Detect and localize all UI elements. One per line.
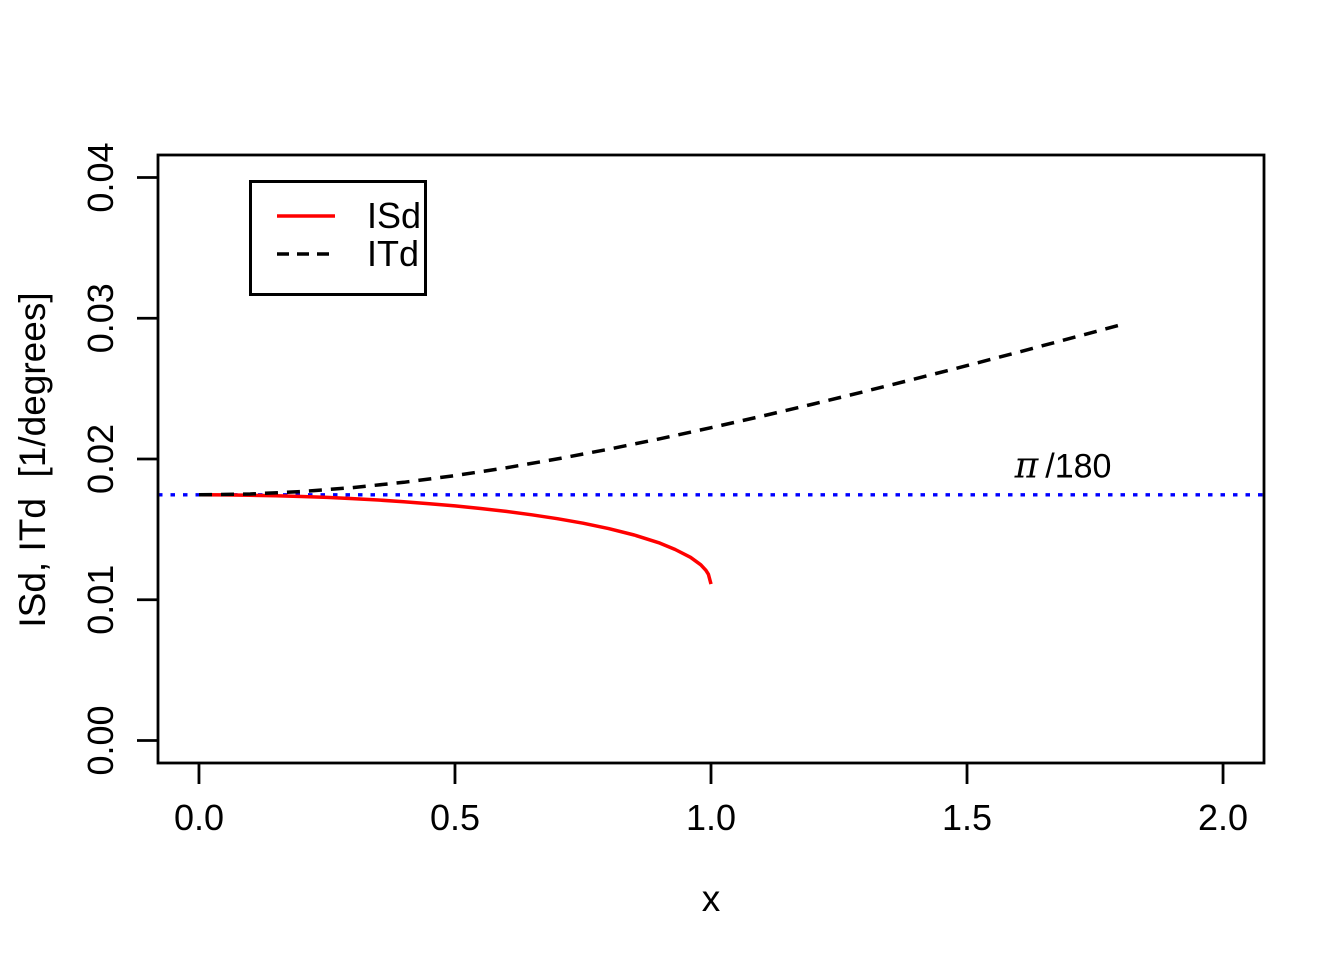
x-tick-label: 0.0 — [174, 797, 224, 838]
x-tick-label: 2.0 — [1198, 797, 1248, 838]
legend-line-sample-isd — [277, 214, 335, 218]
y-tick-label: 0.03 — [80, 283, 121, 353]
y-tick-label: 0.04 — [80, 142, 121, 212]
x-axis-title: x — [701, 878, 721, 919]
x-tick-label: 1.0 — [686, 797, 736, 838]
legend-label-itd: ITd — [367, 233, 420, 274]
legend-item-isd: ISd — [252, 197, 424, 235]
legend-label-isd: ISd — [367, 195, 422, 236]
x-tick-label: 0.5 — [430, 797, 480, 838]
legend-item-itd: ITd — [252, 235, 424, 273]
legend: ISd ITd — [249, 180, 427, 296]
pi-symbol: π — [1014, 445, 1039, 487]
y-tick-label: 0.01 — [80, 565, 121, 635]
annotation-text: /180 — [1045, 447, 1112, 486]
series-isd-line — [198, 493, 713, 585]
x-tick-label: 1.5 — [942, 797, 992, 838]
y-tick-label: 0.02 — [80, 424, 121, 494]
legend-line-sample-itd — [277, 252, 335, 256]
reference-line-annotation: π/180 — [1015, 446, 1112, 487]
y-axis-title: ISd, ITd [1/degrees] — [12, 292, 53, 628]
series-itd-line — [198, 323, 1122, 497]
y-tick-label: 0.00 — [80, 705, 121, 775]
